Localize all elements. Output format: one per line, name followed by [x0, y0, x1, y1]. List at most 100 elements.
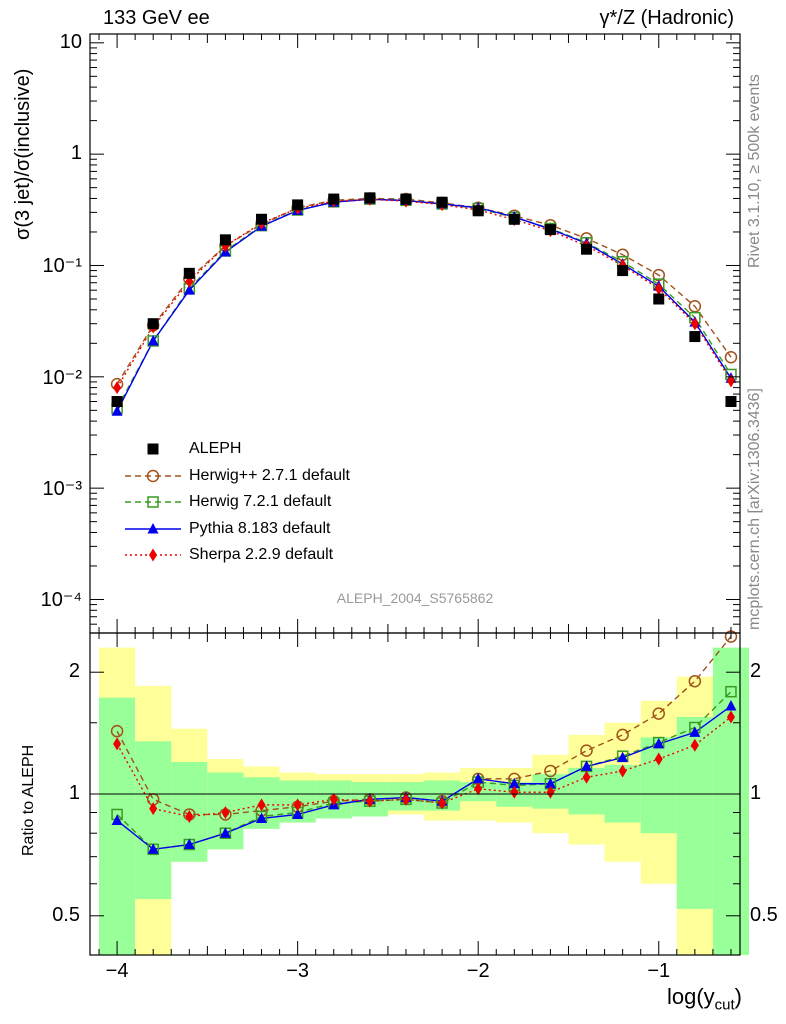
data-main-point	[472, 205, 484, 217]
sherpa-ratio-point	[185, 809, 194, 823]
data-main-point	[508, 213, 520, 225]
ratio-y-tick-label: 0.5	[52, 903, 80, 926]
main-y-axis-label: σ(3 jet)/σ(inclusive)	[12, 68, 34, 240]
sherpa-ratio-point	[365, 794, 374, 808]
data-main-point	[256, 213, 268, 225]
pythia-main-point	[183, 284, 195, 295]
data-main-point	[689, 331, 701, 343]
data-main-point	[581, 243, 593, 255]
data-main-point	[400, 193, 412, 205]
process-type-label: γ*/Z (Hadronic)	[599, 7, 734, 29]
data-main-point	[292, 199, 304, 211]
sherpa-ratio-point	[293, 798, 302, 812]
data-main-point	[725, 396, 737, 408]
pythia-main-line	[116, 198, 732, 412]
legend-item: ALEPH	[115, 436, 350, 463]
data-main-point	[219, 234, 231, 246]
ratio-uncertainty-bands	[99, 647, 750, 955]
stat-uncertainty-band-bin	[640, 737, 677, 834]
sherpa-ratio-point	[257, 798, 266, 812]
ratio-y-axis-label: Ratio to ALEPH	[20, 744, 37, 856]
x-tick-label: −3	[286, 960, 310, 982]
sherpa-main-point	[690, 317, 699, 331]
data-main-point	[328, 193, 340, 205]
herwigpp-ratio-point	[544, 764, 557, 778]
data-main-point	[364, 192, 376, 204]
legend: ALEPH Herwig++ 2.7.1 default Herwig 7.2.1 …	[115, 436, 350, 569]
x-tick-label: −4	[105, 960, 129, 982]
ratio-y-tick-label-right: 1	[750, 782, 762, 804]
pythia-ratio-point	[508, 777, 520, 789]
sherpa-ratio-point	[401, 792, 410, 806]
sherpa-main-point	[654, 282, 663, 296]
pythia-ratio-point	[544, 777, 556, 789]
stat-uncertainty-band-bin	[135, 741, 172, 900]
herwig7-ratio-line	[116, 691, 732, 851]
sherpa-ratio-point	[221, 806, 230, 820]
sherpa-ratio-point	[474, 782, 483, 796]
data-main-point	[147, 318, 159, 330]
stat-uncertainty-band-bin	[712, 647, 750, 955]
sherpa-ratio-point	[149, 802, 158, 816]
legend-key	[115, 545, 185, 565]
legend-marker	[146, 469, 160, 482]
herwigpp-ratio-point	[110, 724, 124, 738]
pythia-ratio-point	[219, 827, 231, 838]
y-tick-label: 10⁻⁴	[40, 589, 82, 612]
herwigpp-main-line	[116, 197, 732, 385]
sherpa-ratio-point	[654, 752, 663, 766]
data-main-point	[111, 396, 123, 408]
pythia-main-point	[147, 334, 159, 346]
pythia-ratio-point	[111, 814, 123, 826]
pythia-ratio-point	[725, 700, 737, 711]
legend-item: Herwig 7.2.1 default	[115, 489, 350, 516]
x-tick-label: −2	[466, 960, 490, 982]
y-tick-label: 10	[59, 30, 82, 53]
ratio-y-tick-label-right: 0.5	[750, 903, 778, 926]
legend-key	[115, 466, 185, 486]
legend-item: Herwig++ 2.7.1 default	[115, 463, 350, 490]
pythia-ratio-point	[472, 772, 484, 784]
herwigpp-main-point	[688, 300, 702, 313]
herwig7-main-line	[116, 198, 732, 409]
legend-label: ALEPH	[189, 440, 242, 458]
sherpa-ratio-point	[438, 796, 447, 810]
pythia-ratio-point	[581, 760, 593, 771]
data-main-point	[183, 267, 195, 279]
ratio-y-tick-label: 2	[68, 660, 80, 683]
sherpa-ratio-point	[582, 770, 591, 784]
herwigpp-main-point	[724, 350, 738, 364]
legend-item: Pythia 8.183 default	[115, 516, 350, 543]
sherpa-main-point	[726, 374, 735, 388]
legend-marker	[149, 548, 157, 562]
data-main-point	[436, 196, 448, 208]
sherpa-ratio-point	[690, 738, 699, 752]
analysis-id-label: ALEPH_2004_S5765862	[336, 590, 494, 606]
legend-marker	[147, 496, 159, 508]
sherpa-ratio-point	[113, 737, 122, 751]
data-main-point	[653, 293, 665, 305]
rivet-version-label: Rivet 3.1.10, ≥ 500k events	[746, 74, 763, 268]
y-tick-label: 1	[70, 142, 82, 165]
x-axis-label: log(ycut)	[666, 984, 742, 1014]
pythia-ratio-line	[116, 705, 732, 851]
legend-label: Herwig 7.2.1 default	[189, 493, 332, 511]
series-markers	[110, 192, 738, 856]
legend-label: Pythia 8.183 default	[189, 519, 331, 537]
axes	[89, 33, 741, 956]
sherpa-ratio-point	[618, 764, 627, 778]
sherpa-ratio-point	[329, 792, 338, 806]
legend-marker	[147, 522, 159, 534]
legend-item: Sherpa 2.2.9 default	[115, 542, 350, 569]
pythia-main-point	[111, 405, 123, 416]
pythia-ratio-point	[292, 808, 304, 819]
herwig7-ratio-point	[725, 685, 737, 698]
data-main-point	[617, 265, 629, 277]
x-tick-label: −1	[647, 960, 671, 982]
legend-key	[115, 492, 185, 512]
ratio-y-tick-label: 1	[68, 782, 80, 804]
y-tick-label: 10⁻¹	[42, 255, 82, 278]
data-main-point	[544, 224, 556, 236]
legend-label: Sherpa 2.2.9 default	[189, 546, 334, 564]
